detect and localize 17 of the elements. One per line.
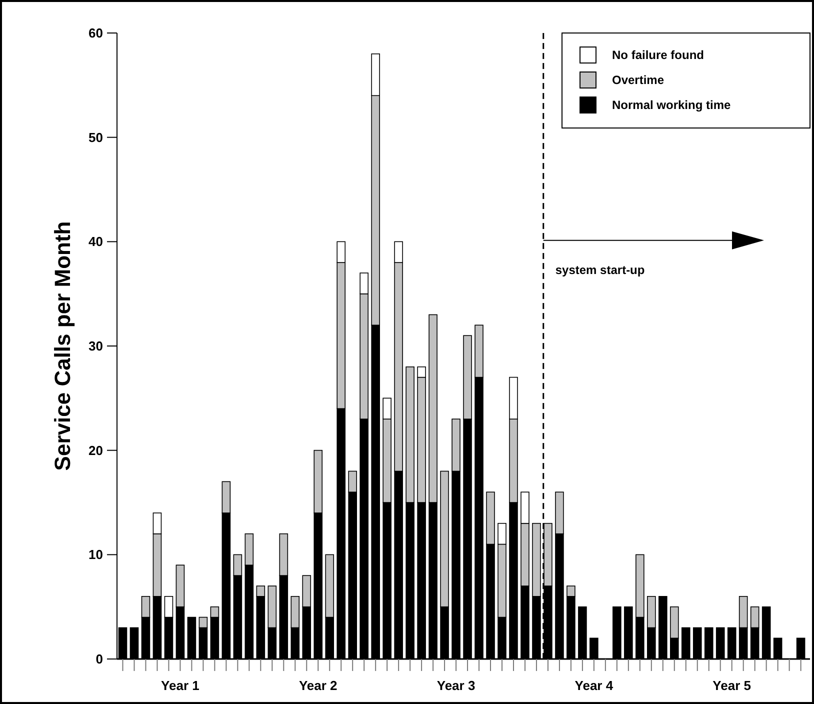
x-tick-label: Year 4 — [574, 678, 614, 693]
legend-label: Normal working time — [612, 98, 732, 112]
x-tick-label: Year 2 — [298, 678, 338, 693]
y-axis-title: Service Calls per Month — [50, 221, 75, 471]
legend-label: No failure found — [612, 48, 704, 62]
annotation: system start-up — [555, 263, 645, 278]
legend-label: Overtime — [612, 73, 664, 88]
y-tick-label: 50 — [88, 130, 103, 145]
y-tick-label: 10 — [88, 547, 103, 562]
y-tick-label: 0 — [96, 652, 103, 667]
y-tick-label: 20 — [88, 442, 103, 458]
x-tick-label: Year 5 — [712, 678, 752, 693]
y-tick-label: 60 — [88, 26, 103, 41]
x-tick-label: Year 1 — [161, 678, 200, 693]
y-tick-label: 30 — [88, 338, 103, 354]
x-tick-label: Year 3 — [436, 678, 476, 693]
y-tick-label: 40 — [88, 234, 103, 250]
